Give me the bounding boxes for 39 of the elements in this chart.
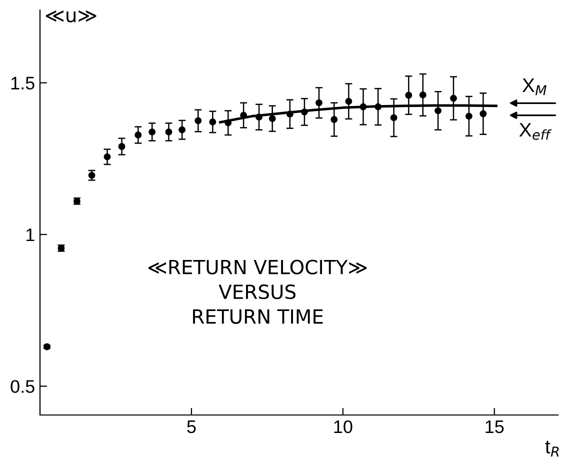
point	[88, 172, 96, 179]
point	[286, 110, 294, 118]
x-tick-label: 15	[486, 420, 504, 434]
annotation: X$_{eff}$	[519, 123, 552, 140]
annotation: ≪RETURN VELOCITY≫ VERSUS RETURN TIME	[148, 260, 367, 324]
point	[134, 132, 142, 138]
point	[316, 99, 322, 106]
point	[405, 92, 412, 99]
point	[450, 94, 457, 102]
point	[268, 115, 276, 122]
point	[178, 126, 186, 134]
point	[118, 143, 126, 150]
point	[43, 343, 50, 350]
point	[209, 118, 216, 126]
annotation: X$_{M}$	[522, 78, 546, 96]
x-tick-label: 10	[334, 420, 352, 434]
y-tick-label: 1.5	[11, 76, 34, 90]
y-tick-label: 0.5	[10, 380, 34, 393]
point	[419, 91, 426, 98]
y-axis-title: ≪u≫	[46, 10, 96, 22]
x-axis-title: t$_{R}$	[545, 440, 559, 457]
point	[390, 114, 398, 122]
point	[434, 107, 442, 114]
y-tick-label: 1	[26, 228, 34, 242]
point	[465, 112, 472, 120]
point	[148, 128, 156, 136]
x-tick-label: 5	[187, 420, 196, 434]
point	[480, 110, 487, 118]
point	[104, 153, 111, 160]
point	[194, 117, 202, 124]
point	[374, 103, 382, 110]
point	[224, 119, 232, 126]
point	[240, 112, 248, 119]
point	[345, 98, 352, 105]
point	[360, 103, 367, 110]
point	[300, 108, 308, 116]
point	[256, 114, 262, 121]
point	[330, 116, 338, 123]
point	[165, 128, 172, 136]
